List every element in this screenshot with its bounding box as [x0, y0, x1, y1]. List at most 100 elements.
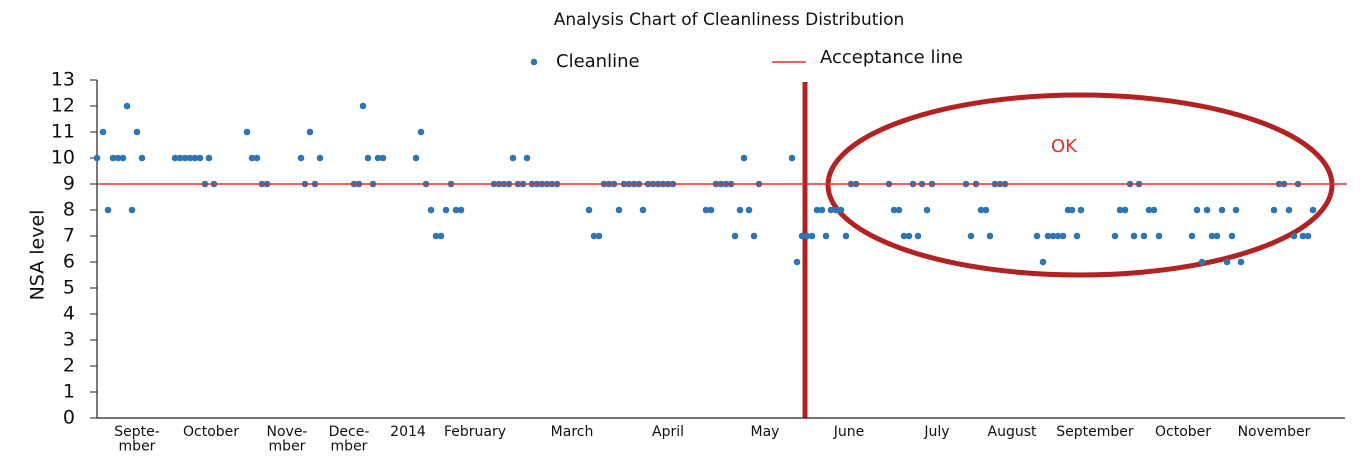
data-point: [731, 232, 739, 240]
y-tick-label: 1: [63, 381, 75, 403]
y-tick-label: 2: [63, 355, 75, 377]
data-point: [1145, 206, 1153, 214]
data-point: [615, 206, 623, 214]
data-point: [818, 206, 826, 214]
y-tick-label: 12: [51, 95, 75, 117]
data-point: [457, 206, 465, 214]
y-tick-label: 8: [63, 199, 75, 221]
data-point: [176, 154, 184, 162]
x-tick-label: June: [833, 424, 865, 440]
data-point: [253, 154, 261, 162]
data-point: [1188, 232, 1196, 240]
y-tick-label: 13: [51, 69, 75, 91]
data-point: [412, 154, 420, 162]
data-point: [379, 154, 387, 162]
data-point: [114, 154, 122, 162]
y-tick-label: 3: [63, 329, 75, 351]
data-point: [1193, 206, 1201, 214]
x-tick-label: August: [988, 424, 1038, 440]
x-tick-label: May: [751, 424, 780, 440]
data-point: [123, 102, 131, 110]
data-point: [842, 232, 850, 240]
data-point: [1054, 232, 1062, 240]
data-point: [1068, 206, 1076, 214]
data-point: [798, 232, 806, 240]
data-point: [306, 128, 314, 136]
data-point: [1299, 232, 1307, 240]
data-point: [803, 232, 811, 240]
data-point: [427, 206, 435, 214]
data-point: [1059, 232, 1067, 240]
y-axis-label: NSA level: [27, 210, 49, 301]
data-point: [1111, 232, 1119, 240]
data-point: [1049, 232, 1057, 240]
data-point: [191, 154, 199, 162]
data-point: [205, 154, 213, 162]
data-point: [1285, 206, 1293, 214]
data-point: [509, 154, 517, 162]
y-tick-label: 11: [51, 121, 75, 143]
data-point: [813, 206, 821, 214]
data-point: [248, 154, 256, 162]
data-point: [104, 206, 112, 214]
data-point: [1077, 206, 1085, 214]
y-tick-label: 0: [63, 407, 75, 429]
data-point: [1232, 206, 1240, 214]
data-point: [702, 206, 710, 214]
data-point: [432, 232, 440, 240]
data-point: [707, 206, 715, 214]
data-point: [890, 206, 898, 214]
data-point: [99, 128, 107, 136]
data-point: [914, 232, 922, 240]
data-point: [1039, 258, 1047, 266]
data-point: [967, 232, 975, 240]
data-point: [109, 154, 117, 162]
data-point: [133, 128, 141, 136]
x-tick-label: Dece-mber: [329, 424, 370, 455]
data-point: [590, 232, 598, 240]
data-point: [740, 154, 748, 162]
x-tick-label: July: [923, 424, 949, 440]
y-tick-label: 7: [63, 225, 75, 247]
data-point: [750, 232, 758, 240]
data-point: [1208, 232, 1216, 240]
data-point: [1116, 206, 1124, 214]
data-point: [1150, 206, 1158, 214]
ok-ellipse: [825, 92, 1335, 278]
data-point: [905, 232, 913, 240]
data-point: [181, 154, 189, 162]
data-point: [639, 206, 647, 214]
data-point: [359, 102, 367, 110]
x-tick-label: September: [1056, 424, 1134, 440]
data-point: [895, 206, 903, 214]
data-point: [900, 232, 908, 240]
legend-marker: [530, 58, 538, 66]
data-point: [808, 232, 816, 240]
data-point: [837, 206, 845, 214]
data-point: [243, 128, 251, 136]
data-point: [585, 206, 593, 214]
data-point: [364, 154, 372, 162]
data-point: [1140, 232, 1148, 240]
data-point: [788, 154, 796, 162]
chart-title: Analysis Chart of Cleanliness Distributi…: [554, 10, 905, 30]
x-tick-label: March: [551, 424, 594, 440]
data-point: [128, 206, 136, 214]
data-point: [1155, 232, 1163, 240]
x-tick-label: October: [183, 424, 239, 440]
data-point: [986, 232, 994, 240]
x-tick-label: February: [444, 424, 506, 440]
data-point: [186, 154, 194, 162]
data-point: [822, 232, 830, 240]
data-point: [316, 154, 324, 162]
data-point: [171, 154, 179, 162]
data-point: [832, 206, 840, 214]
data-point: [93, 154, 101, 162]
data-point: [1309, 206, 1317, 214]
data-point: [827, 206, 835, 214]
x-tick-label: 2014: [390, 424, 426, 440]
x-tick-label: April: [652, 424, 684, 440]
x-tick-label: October: [1155, 424, 1211, 440]
data-point: [1198, 258, 1206, 266]
